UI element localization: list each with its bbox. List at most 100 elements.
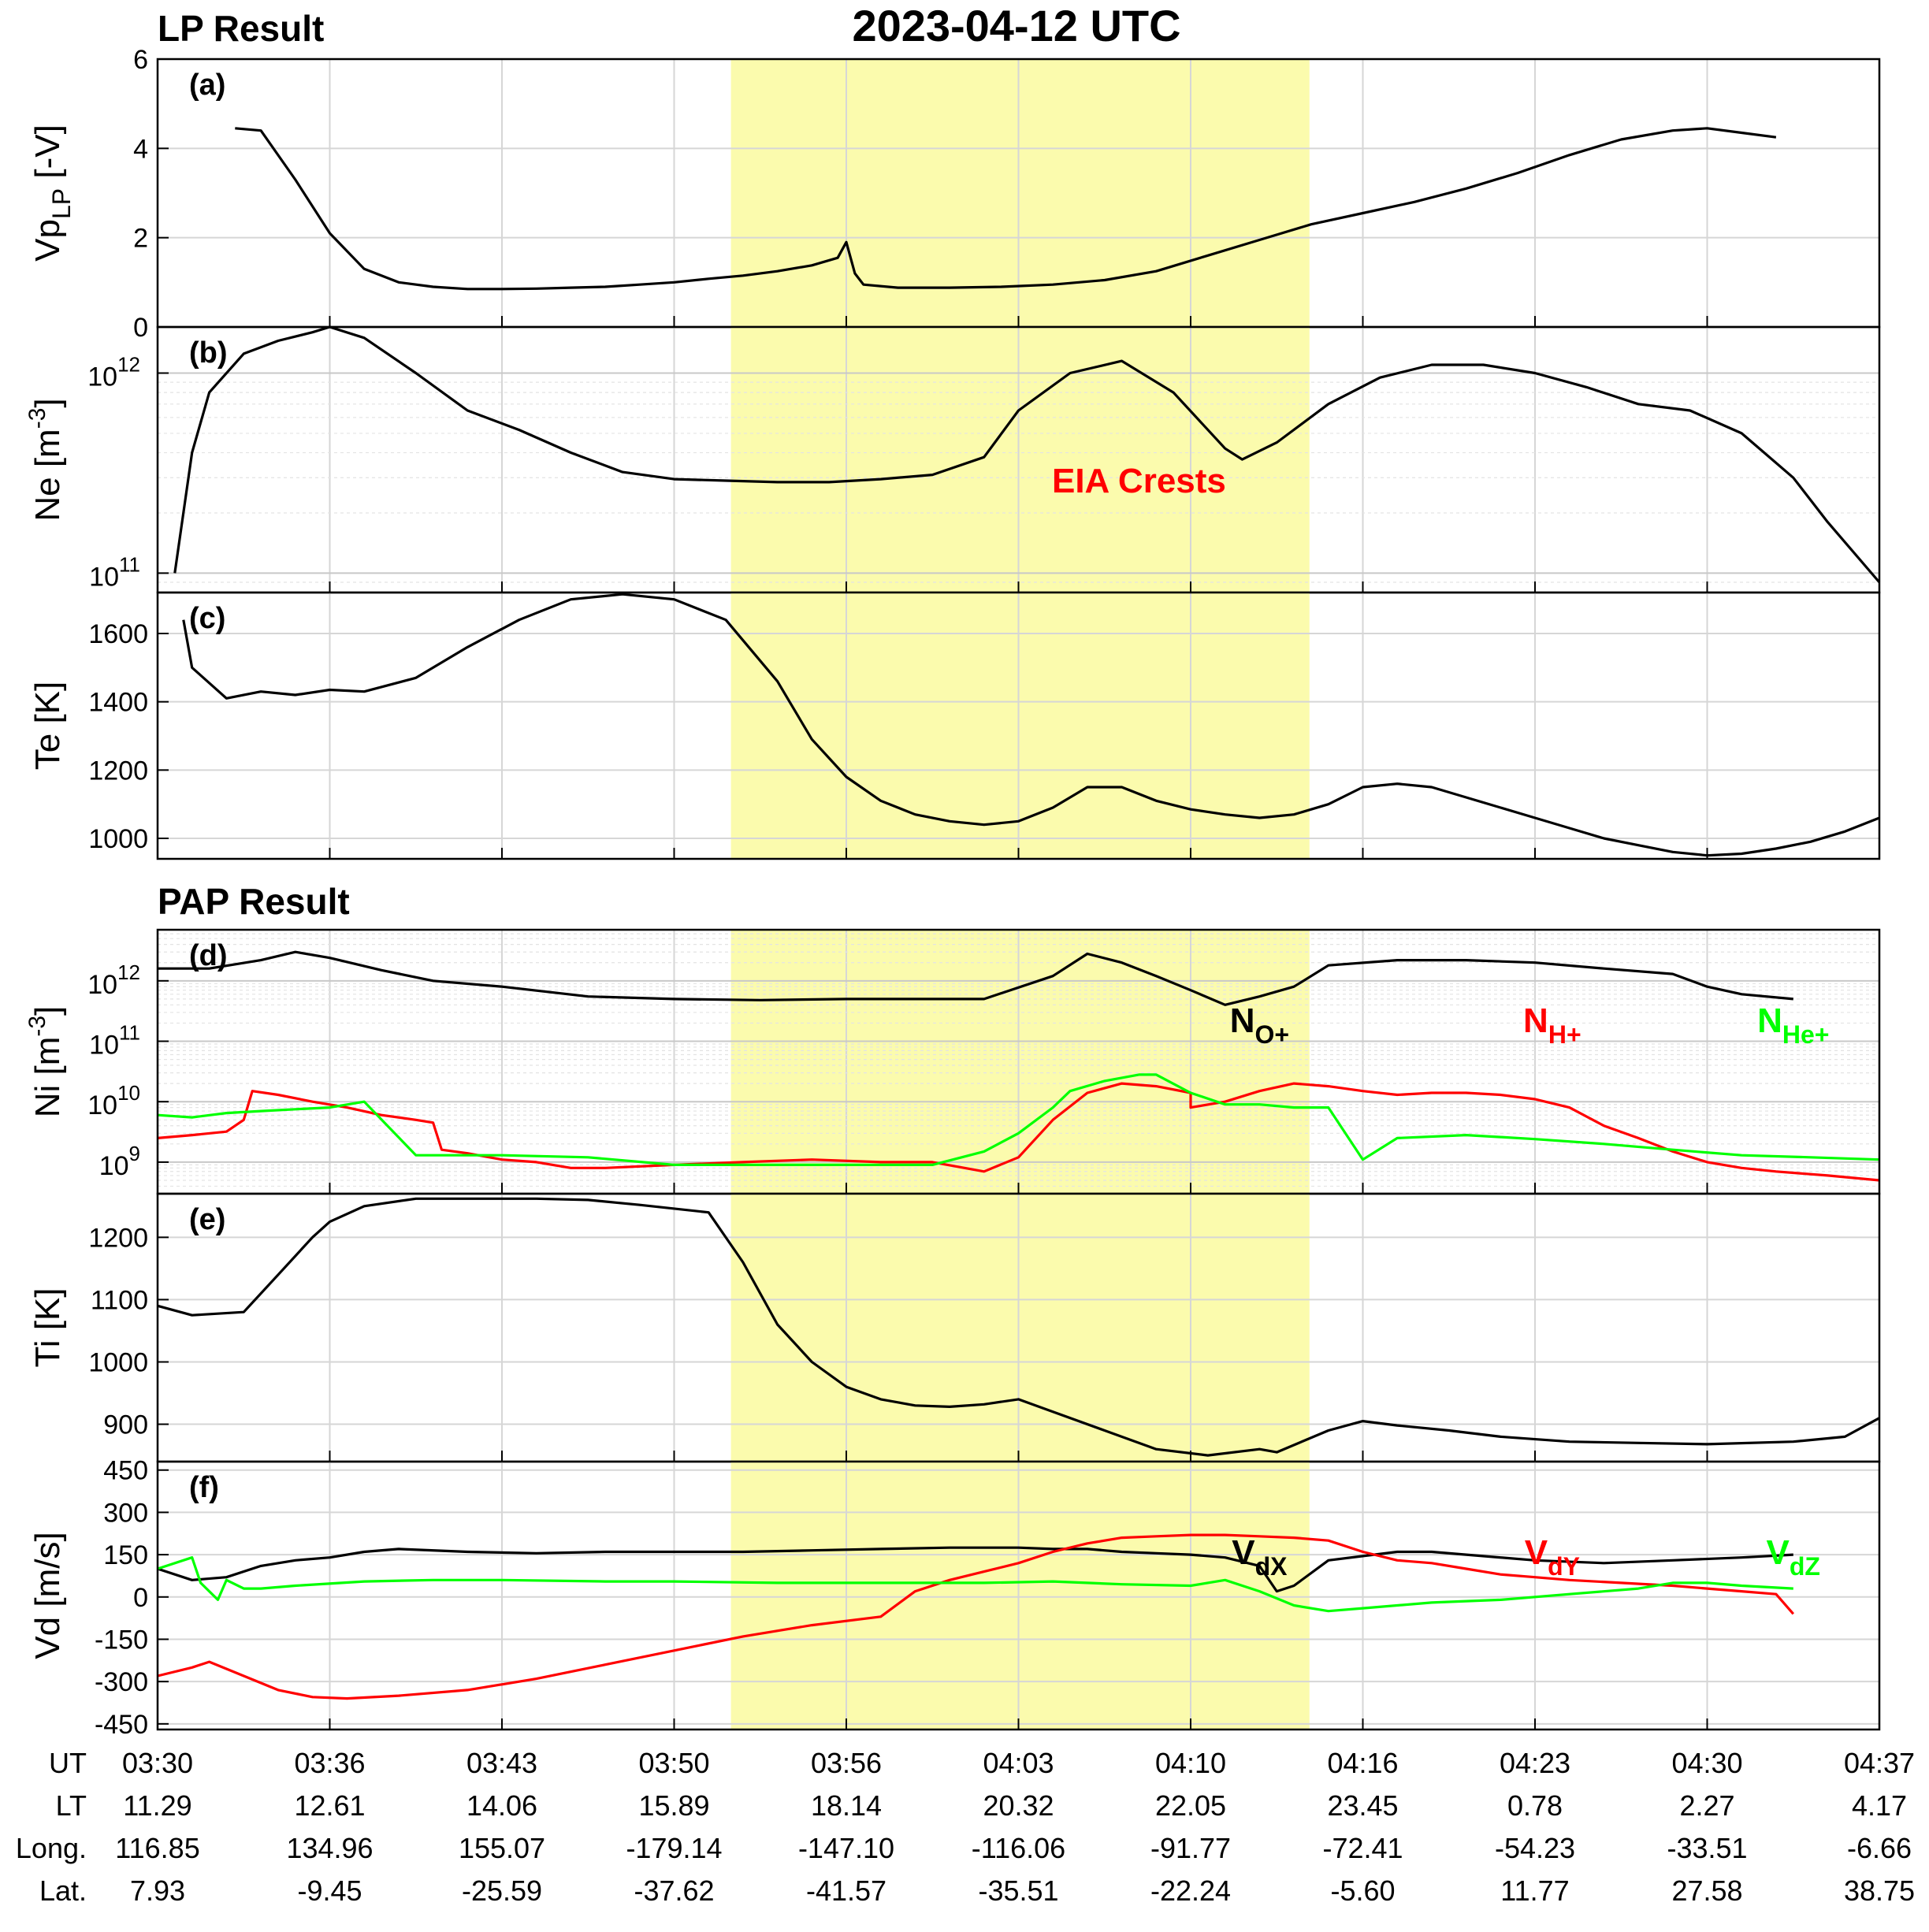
x-tick-label-long: -147.10 [798,1832,894,1864]
x-tick-label-lt: 11.29 [123,1789,191,1822]
x-tick-label-ut: 04:10 [1155,1747,1226,1779]
x-tick-label-long: -91.77 [1150,1832,1231,1864]
x-tick-label-lt: 2.27 [1679,1789,1734,1822]
series-line-ne [173,325,1881,584]
x-tick-label-long: 134.96 [286,1832,373,1864]
x-tick-label-long: -72.41 [1322,1832,1403,1864]
x-tick-label-ut: 03:43 [466,1747,537,1779]
series-line-vdy [157,1533,1795,1700]
x-tick-label-lat: -41.57 [806,1874,886,1907]
panel-label: (f) [189,1471,219,1504]
x-tick-label-lt: 23.45 [1327,1789,1398,1822]
y-axis-label: Ne [m-3] [24,398,67,521]
y-tick-label: 2 [133,224,148,254]
y-tick-label: 1000 [88,1347,148,1377]
x-tick-label-lat: 38.75 [1844,1874,1915,1907]
series-line-h [157,1082,1880,1182]
series-line-ti [157,1197,1880,1457]
y-tick-label: 0 [133,313,148,343]
y-tick-label: 1011 [89,552,140,592]
panel-b: 1011 1012 (b) Ne [m-3] EIA Crests [24,325,1881,594]
x-row-label: Lat. [39,1874,87,1907]
y-tick-label: 450 [103,1456,148,1486]
x-tick-label-ut: 04:37 [1844,1747,1915,1779]
panel-label: (d) [189,939,228,972]
y-axis-label-superscript: -3 [24,408,50,429]
y-tick-label: -450 [95,1710,148,1740]
legend-subscript: dY [1548,1552,1580,1581]
x-row-label: LT [56,1789,87,1822]
y-axis-label-unit: [-V] [28,124,67,188]
x-tick-label-ut: 03:30 [122,1747,193,1779]
y-tick-exponent: 10 [117,1081,140,1105]
y-tick-label: 1100 [91,1285,148,1315]
y-tick-exponent: 9 [129,1142,140,1165]
panel-label: (a) [189,69,225,102]
legend-subscript: H+ [1548,1020,1581,1049]
lp-section-title: LP Result [158,8,324,49]
y-tick-exponent: 11 [119,552,140,576]
figure-title: 2023-04-12 UTC [852,1,1180,50]
series-line-o [158,950,1793,1006]
y-tick-label: -300 [95,1667,148,1697]
x-row-label: Long. [16,1832,87,1864]
x-tick-label-long: -179.14 [626,1832,722,1864]
x-tick-label-ut: 04:16 [1327,1747,1398,1779]
x-tick-label-ut: 04:03 [983,1747,1054,1779]
x-tick-label-ut: 04:23 [1500,1747,1570,1779]
eia-highlight [730,59,1310,327]
series-line-vp [235,127,1777,291]
eia-highlight [730,930,1310,1194]
x-tick-label-lt: 20.32 [983,1789,1054,1822]
y-tick-label: 1012 [87,960,140,1000]
x-tick-label-ut: 03:50 [638,1747,709,1779]
eia-highlight [730,1194,1310,1462]
series-line-he [157,1073,1880,1166]
legend-entry: VdY [1525,1533,1580,1581]
x-tick-label-lt: 12.61 [294,1789,365,1822]
y-tick-label: 900 [103,1410,148,1440]
y-axis-label: Ni [m-3] [24,1006,67,1118]
eia-highlight [730,1462,1310,1730]
legend-subscript: dX [1255,1552,1288,1581]
eia-highlight [730,593,1310,859]
eia-highlight [730,327,1310,593]
y-axis-label: VpLP [-V] [28,124,76,262]
legend-subscript: O+ [1255,1020,1290,1049]
x-tick-label-long: -116.06 [972,1832,1065,1864]
pap-section-title: PAP Result [158,881,350,922]
y-tick-label: 1600 [88,619,148,649]
x-row-label: UT [49,1747,87,1779]
x-tick-label-ut: 03:36 [294,1747,365,1779]
y-tick-label: 1012 [87,353,140,392]
y-tick-label: 1400 [88,688,148,718]
legend-subscript: dZ [1790,1552,1820,1581]
x-tick-label-lt: 15.89 [638,1789,709,1822]
panel-label: (e) [189,1203,225,1236]
x-tick-label-lt: 0.78 [1507,1789,1563,1822]
x-tick-label-lat: 11.77 [1500,1874,1569,1907]
y-axis-label-subscript: LP [47,188,76,219]
x-tick-label-long: -54.23 [1495,1832,1575,1864]
x-tick-label-lt: 18.14 [811,1789,882,1822]
annotation-eia-crests: EIA Crests [1052,462,1226,500]
x-tick-label-lat: 7.93 [130,1874,185,1907]
x-tick-label-lat: -22.24 [1150,1874,1231,1907]
y-tick-label: 4 [133,134,148,164]
x-tick-label-ut: 04:30 [1671,1747,1742,1779]
y-tick-label: -150 [95,1625,148,1655]
x-tick-label-lat: -25.59 [462,1874,542,1907]
y-axis-label: Vd [m/s] [28,1532,67,1659]
x-tick-label-lt: 22.05 [1155,1789,1226,1822]
x-tick-label-lt: 4.17 [1852,1789,1907,1822]
x-tick-label-ut: 03:56 [811,1747,882,1779]
x-tick-label-long: 116.85 [115,1832,199,1864]
y-tick-label: 300 [103,1498,148,1528]
legend-subscript: He+ [1782,1020,1830,1049]
y-tick-label: 1000 [88,824,148,854]
y-tick-label: 0 [133,1583,148,1613]
panel-label: (b) [189,336,228,370]
